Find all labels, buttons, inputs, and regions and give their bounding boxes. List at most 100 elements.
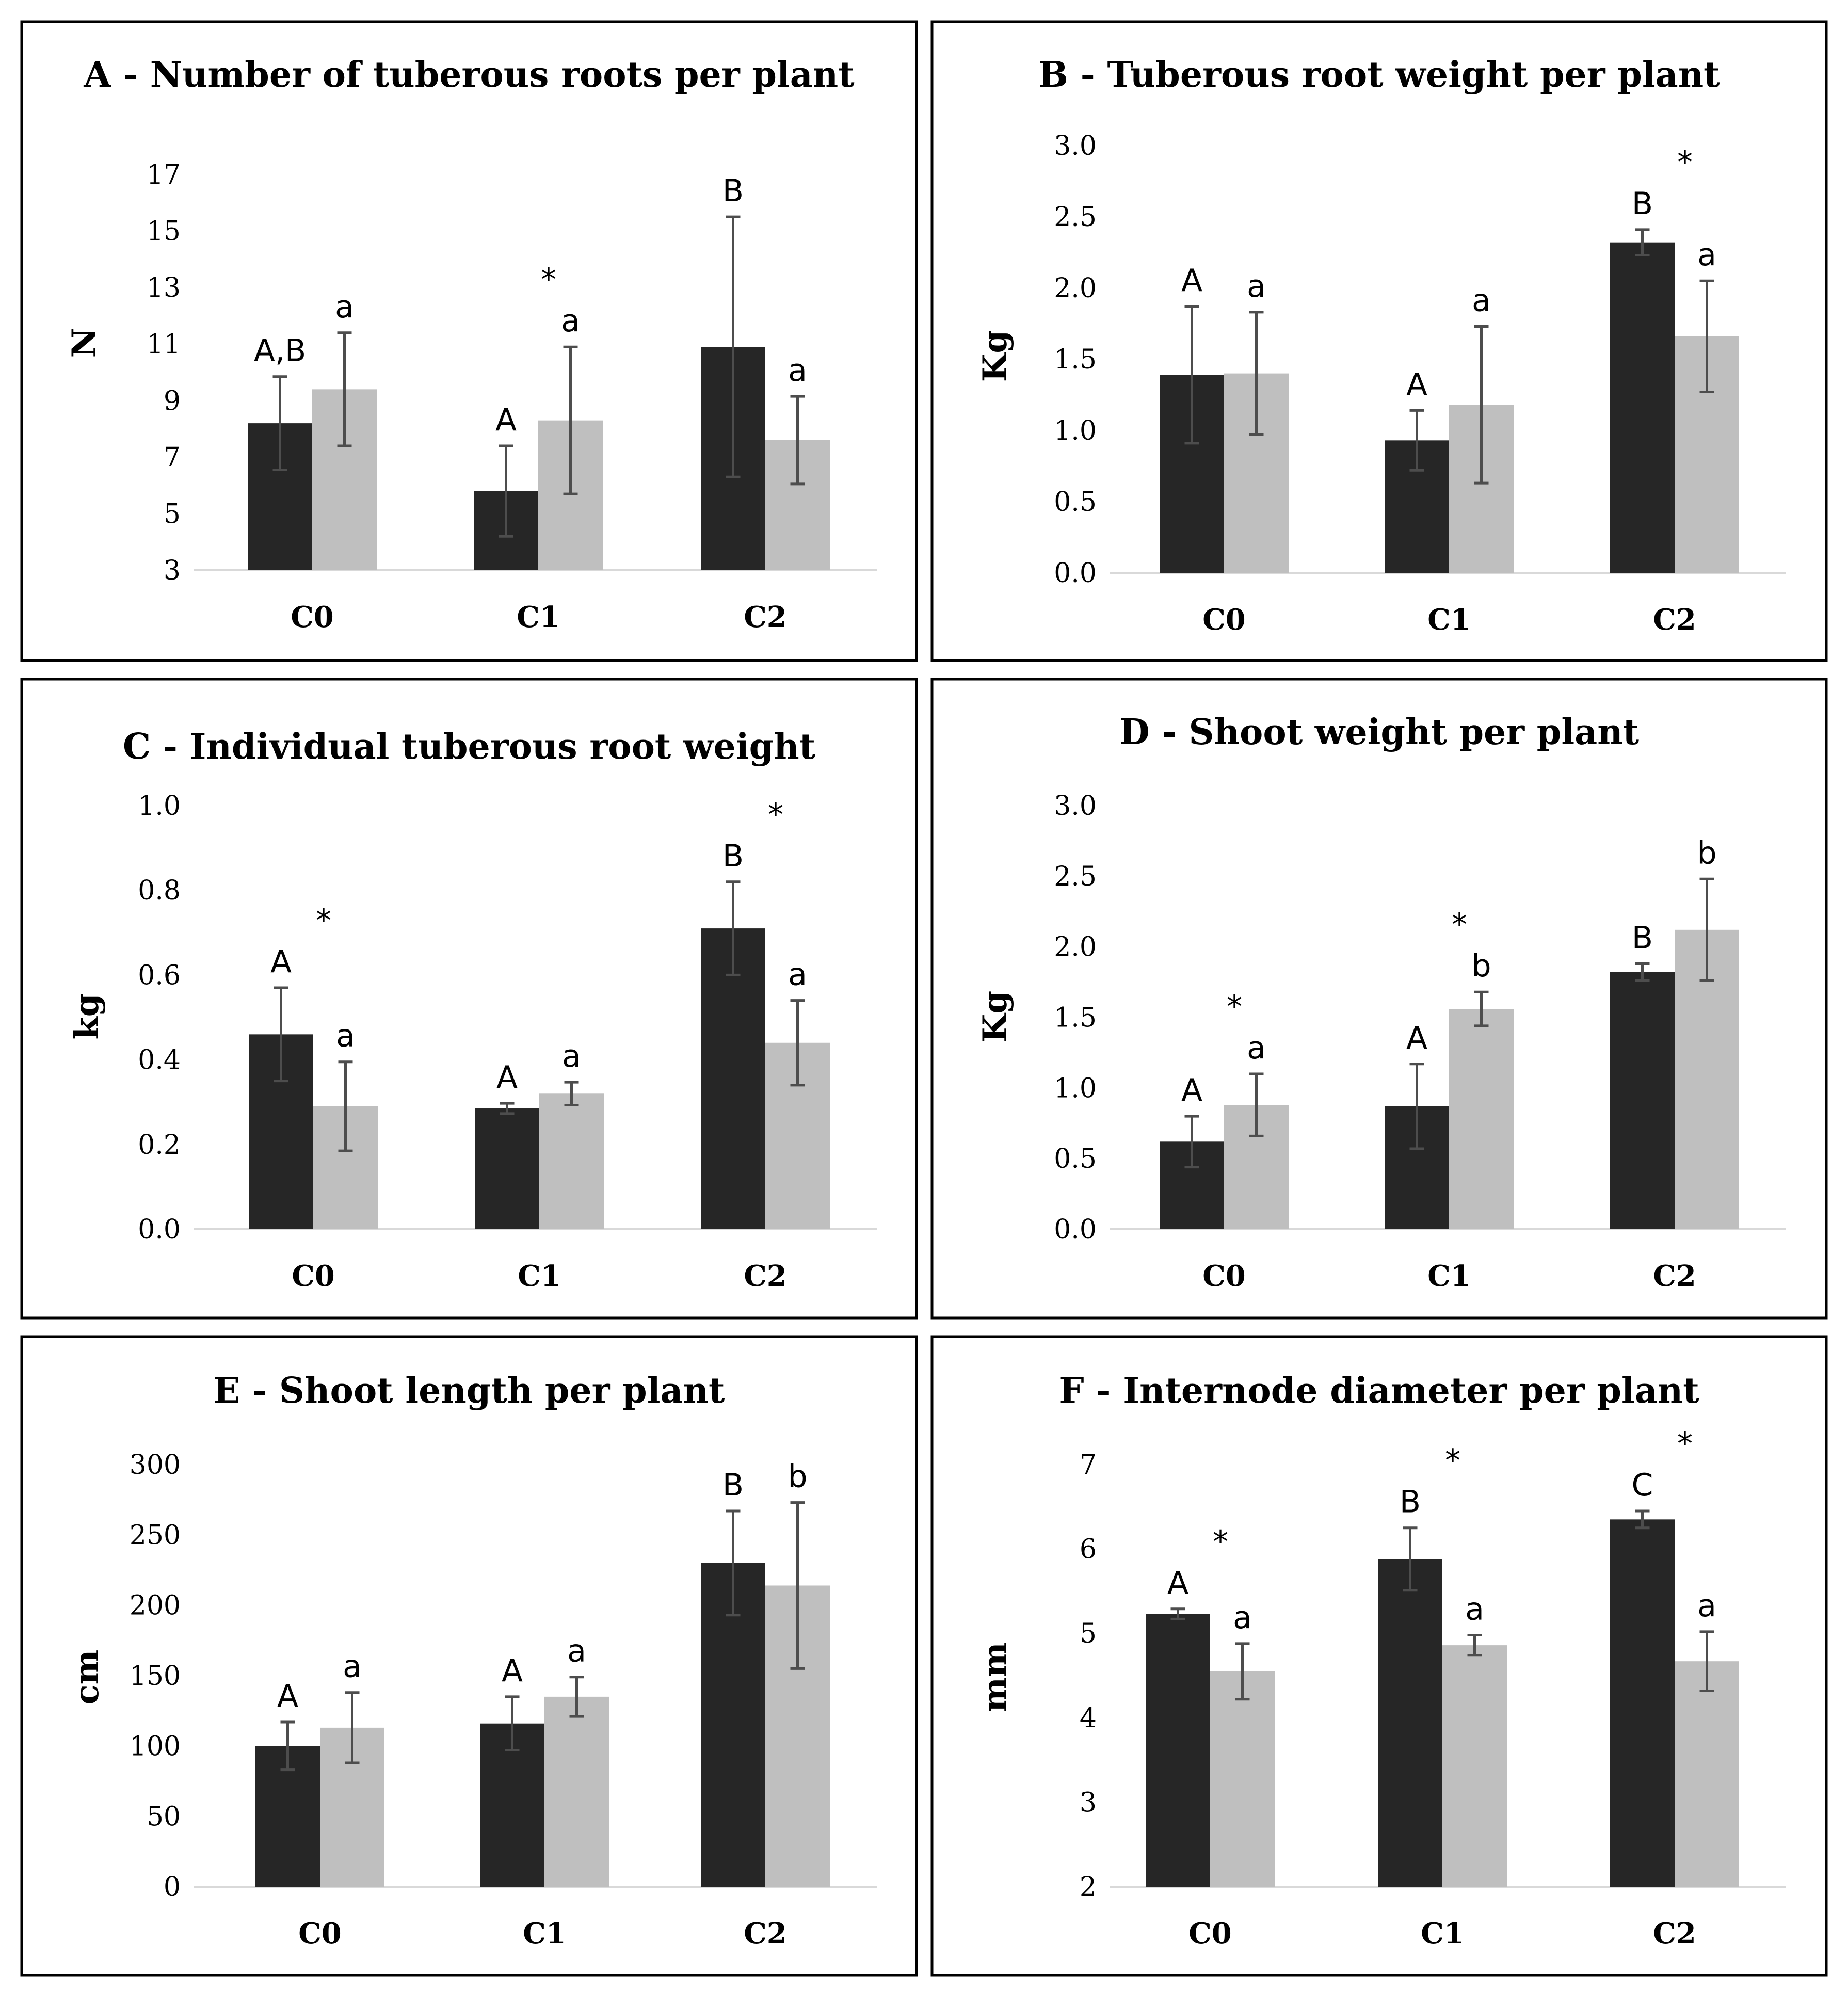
y-tick-label: 0.0 [1054,1214,1097,1245]
significance-letter: A [1406,366,1427,403]
significance-star: * [1677,1426,1693,1462]
error-bar [272,375,287,472]
y-axis-label: cm [68,1650,106,1705]
significance-letter: a [343,1649,362,1685]
significance-letter: a [1465,1591,1484,1627]
bar-c0-series-1 [1146,1614,1210,1887]
bar-c2-series-1 [701,928,765,1229]
y-tick-label: 250 [130,1520,181,1551]
significance-letter: B [722,1467,744,1503]
y-tick-label: 100 [130,1731,181,1762]
significance-star: * [1677,144,1693,181]
error-bar [1403,1526,1418,1592]
significance-letter: a [561,303,580,339]
significance-letter: a [1247,1030,1266,1066]
x-tick-label: C2 [744,1259,787,1293]
y-tick-label: 50 [147,1801,181,1832]
significance-star: * [1213,1524,1228,1560]
error-bar [499,444,513,538]
bar-c1-series-2 [1449,1009,1514,1229]
bar-c1-series-2 [539,1093,604,1229]
error-bar [1184,1115,1199,1169]
bar-c1-series-1 [1378,1559,1442,1887]
significance-letter: A [496,1059,518,1096]
error-bar [790,1501,805,1670]
significance-letter: B [1400,1484,1421,1520]
error-bar [790,395,805,486]
bar-c1-series-2 [1442,1645,1507,1887]
y-tick-label: 3 [1080,1787,1097,1818]
x-tick-label: C0 [292,1259,335,1293]
bar-c2-series-1 [701,1563,765,1887]
error-bar [1699,1630,1714,1692]
x-tick-label: C1 [517,600,560,634]
error-bar [345,1691,360,1764]
x-tick-label: C0 [1202,603,1246,637]
x-tick-label: C2 [744,600,787,634]
bar-c1-series-1 [475,1108,539,1229]
significance-letter: C [1632,1467,1653,1503]
significance-letter: B [722,173,744,209]
significance-letter: a [336,1018,355,1054]
error-bar [1474,325,1489,485]
error-bar [1699,279,1714,393]
error-bar [563,345,578,495]
error-bar [1635,228,1650,257]
error-bar [274,986,288,1083]
panel-a: A - Number of tuberous roots per plant N 3… [20,20,918,662]
x-tick-label: C1 [1427,603,1471,637]
chart-title: A - Number of tuberous roots per plant [83,54,855,95]
y-tick-label: 5 [164,498,181,529]
significance-letter: A [1167,1565,1188,1601]
significance-letter: A [495,402,517,438]
y-tick-label: 9 [164,385,181,416]
y-tick-label: 2 [1080,1872,1097,1903]
error-bar [564,1081,579,1106]
bar-c0-series-2 [1210,1671,1275,1887]
error-bar [726,215,741,478]
y-axis-label: kg [68,993,106,1039]
y-tick-label: 0.5 [1054,1144,1097,1175]
y-tick-label: 2.0 [1054,273,1097,304]
error-bar [1635,962,1650,982]
y-tick-label: 0.6 [138,960,181,991]
y-tick-label: 0.0 [1054,558,1097,589]
significance-letter: b [788,1459,807,1495]
y-tick-label: 3 [164,555,181,586]
y-tick-label: 11 [147,329,181,360]
significance-star: * [1445,1443,1460,1479]
y-tick-label: 17 [147,159,181,190]
significance-letter: A,B [254,333,306,369]
significance-letter: a [562,1038,581,1074]
error-bar [1409,1063,1424,1150]
significance-letter: A [502,1653,523,1689]
significance-letter: a [1472,283,1491,319]
y-tick-label: 0.4 [138,1045,181,1076]
bar-c2-series-1 [1610,242,1675,573]
y-tick-label: 0 [164,1872,181,1903]
y-axis-label: mm [976,1642,1015,1712]
chart-title: F - Internode diameter per plant [1059,1370,1699,1411]
panel-e: E - Shoot length per plant cm 0 50 100 150 200… [20,1335,918,1977]
bar-c2-series-2 [1675,1661,1739,1887]
y-tick-label: 1.0 [138,791,181,822]
significance-star: * [541,262,556,298]
y-tick-label: 1.0 [1054,1073,1097,1104]
error-bar [726,1509,741,1617]
y-tick-label: 0.2 [138,1130,181,1161]
significance-letter: B [722,838,744,874]
error-bar [1635,1509,1650,1530]
y-tick-label: 2.0 [1054,932,1097,963]
x-tick-label: C2 [1653,603,1696,637]
y-tick-label: 4 [1080,1703,1097,1734]
significance-letter: A [277,1678,298,1714]
y-tick-label: 6 [1080,1534,1097,1565]
y-tick-label: 2.5 [1054,861,1097,892]
y-axis-label: N [65,328,104,358]
error-bar [280,1720,295,1772]
y-axis-label: Kg [976,330,1015,382]
significance-letter: a [788,957,807,993]
error-bar [500,1102,515,1115]
y-tick-label: 300 [130,1450,181,1481]
